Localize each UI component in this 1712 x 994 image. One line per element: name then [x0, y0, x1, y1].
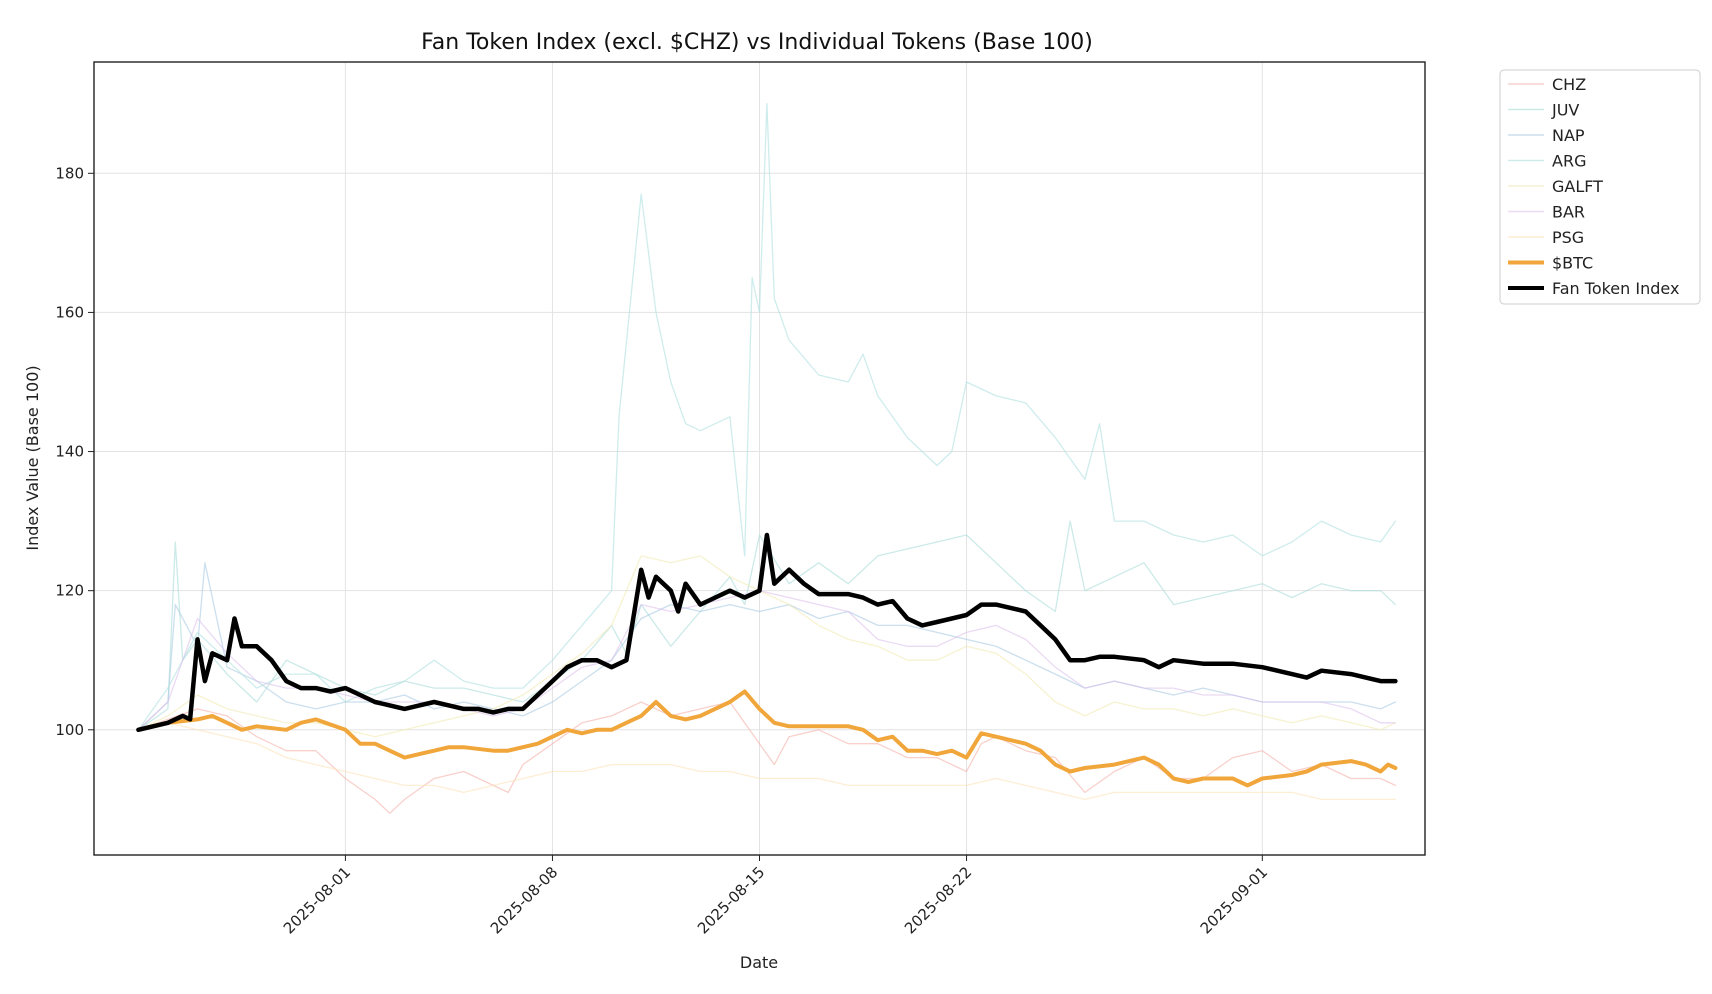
legend-label: NAP: [1552, 126, 1585, 145]
legend-item: JUV: [1508, 101, 1579, 120]
axis-ticks: 100 120 140 160 180 2025-08-01 2025-08-08 2025-…: [55, 164, 1271, 937]
legend-box: [1499, 69, 1701, 305]
legend-label: PSG: [1552, 228, 1584, 247]
legend-item: ARG: [1508, 152, 1586, 171]
series-line-bar: [137, 590, 1397, 731]
x-tick-label: 2025-08-22: [901, 863, 975, 937]
series-line-arg: [137, 103, 1397, 731]
legend-item: $BTC: [1508, 254, 1593, 273]
x-tick-label: 2025-08-15: [694, 863, 768, 937]
x-axis-label: Date: [740, 953, 778, 972]
series-lines: [136, 103, 1398, 814]
legend-item: GALFT: [1508, 177, 1603, 196]
series-line-btc: [136, 689, 1398, 788]
legend: CHZ JUV NAP ARG GALFT BAR PSG $BTC Fan Token Ind…: [1499, 69, 1701, 305]
legend-item: CHZ: [1508, 75, 1586, 94]
series-line-chz: [137, 701, 1397, 814]
y-axis-label: Index Value (Base 100): [23, 365, 42, 550]
legend-label: JUV: [1551, 101, 1579, 120]
series-line-galft: [137, 555, 1397, 738]
series-line-psg: [137, 722, 1397, 801]
x-tick-label: 2025-08-08: [487, 863, 561, 937]
legend-item: NAP: [1508, 126, 1585, 145]
legend-label: $BTC: [1552, 254, 1593, 273]
legend-label: GALFT: [1552, 177, 1603, 196]
y-tick-label: 160: [55, 303, 84, 321]
y-tick-label: 180: [55, 164, 84, 182]
series-line-juv: [137, 520, 1397, 731]
grid-lines: [94, 62, 1425, 855]
series-line-nap: [137, 562, 1397, 731]
x-tick-label: 2025-08-01: [280, 863, 354, 937]
legend-label: BAR: [1552, 203, 1585, 222]
y-tick-label: 100: [55, 721, 84, 739]
legend-item: PSG: [1508, 228, 1584, 247]
legend-item: BAR: [1508, 203, 1585, 222]
legend-label: CHZ: [1552, 75, 1586, 94]
y-tick-label: 120: [55, 582, 84, 600]
series-line-fan-token-index: [136, 532, 1398, 733]
x-tick-label: 2025-09-01: [1197, 863, 1271, 937]
legend-item: Fan Token Index: [1508, 279, 1679, 298]
legend-label: ARG: [1552, 152, 1586, 171]
chart-title: Fan Token Index (excl. $CHZ) vs Individu…: [421, 30, 1093, 55]
legend-label: Fan Token Index: [1552, 279, 1679, 298]
y-tick-label: 140: [55, 443, 84, 461]
